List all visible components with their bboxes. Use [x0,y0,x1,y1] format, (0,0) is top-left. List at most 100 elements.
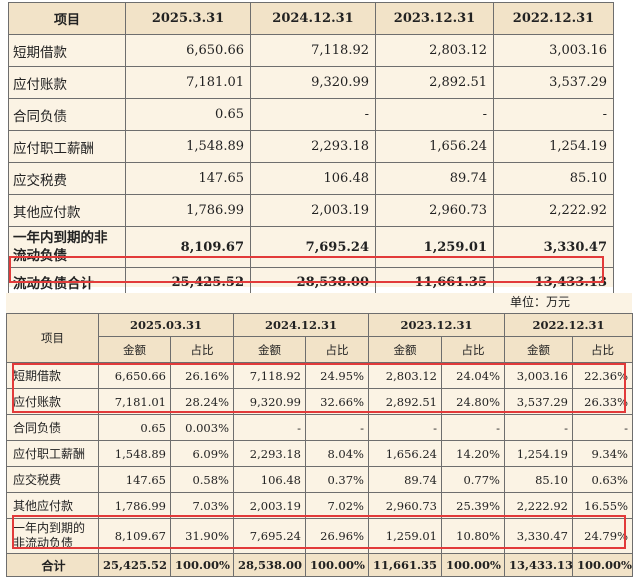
header-ratio: 占比 [441,336,505,363]
top-header-date: 2022.12.31 [493,2,614,35]
cell-amount: 13,433.13 [504,553,573,577]
cell-amount: 11,661.35 [368,553,442,577]
bottom-liabilities-table: 项目 2025.03.31 2024.12.31 2023.12.31 2022… [6,313,633,577]
cell-amount: 2,003.19 [233,492,306,519]
cell-amount: 1,259.01 [368,518,442,554]
header-year: 2023.12.31 [368,313,505,337]
cell-amount: 2,293.18 [233,440,306,467]
cell-amount: 1,548.89 [98,440,171,467]
cell-amount: 106.48 [233,466,306,493]
cell-value: 7,695.24 [250,226,376,268]
cell-ratio: 26.96% [305,518,369,554]
table-row: 其他应付款 1,786.99 2,003.19 2,960.73 2,222.9… [8,194,614,227]
table-row: 合同负债 0.65 0.003% - - - - - - [6,414,633,441]
cell-ratio: - [305,414,369,441]
cell-amount: 2,222.92 [504,492,573,519]
table-row: 短期借款 6,650.66 26.16% 7,118.92 24.95% 2,803.12… [6,362,633,389]
cell-value: 2,293.18 [250,130,376,163]
cell-ratio: 100.00% [572,553,633,577]
cell-ratio: 25.39% [441,492,505,519]
row-label: 应交税费 [6,466,99,493]
row-label: 合计 [6,553,99,577]
cell-value: 1,254.19 [493,130,614,163]
cell-amount: 28,538.00 [233,553,306,577]
row-label: 应交税费 [8,162,126,195]
header-year: 2025.03.31 [98,313,234,337]
cell-ratio: 0.58% [170,466,234,493]
cell-ratio: 24.79% [572,518,633,554]
cell-value: 2,222.92 [493,194,614,227]
cell-value: 106.48 [250,162,376,195]
cell-value: 7,181.01 [125,66,251,99]
top-header-date: 2023.12.31 [375,2,494,35]
cell-value: 1,656.24 [375,130,494,163]
table-row: 一年内到期的非流动负债 8,109.67 7,695.24 1,259.01 3… [8,226,614,268]
cell-amount: - [368,414,442,441]
header-amount: 金额 [368,336,442,363]
cell-amount: 3,003.16 [504,362,573,389]
table-row: 应付职工薪酬 1,548.89 6.09% 2,293.18 8.04% 1,656.24… [6,440,633,467]
cell-ratio: 8.04% [305,440,369,467]
table-row: 应付职工薪酬 1,548.89 2,293.18 1,656.24 1,254.… [8,130,614,163]
cell-value: 85.10 [493,162,614,195]
table-row: 应交税费 147.65 0.58% 106.48 0.37% 89.74 0.77% 85.1… [6,466,633,493]
year-header-row: 项目 2025.03.31 2024.12.31 2023.12.31 2022… [6,313,633,363]
top-table-panel: 项目 2025.3.31 2024.12.31 2023.12.31 2022.… [8,2,614,297]
cell-value: - [375,98,494,131]
cell-ratio: 9.34% [572,440,633,467]
table-row: 短期借款 6,650.66 7,118.92 2,803.12 3,003.16 [8,34,614,67]
cell-ratio: 24.95% [305,362,369,389]
cell-amount: - [504,414,573,441]
row-label: 应付账款 [6,388,99,415]
cell-ratio: 26.16% [170,362,234,389]
row-label: 一年内到期的非流动负债 [8,226,126,268]
cell-value: 89.74 [375,162,494,195]
top-header-item: 项目 [8,2,126,35]
unit-label: 单位：万元 [509,295,570,309]
cell-ratio: 16.55% [572,492,633,519]
cell-ratio: 0.003% [170,414,234,441]
cell-ratio: 22.36% [572,362,633,389]
cell-value: 6,650.66 [125,34,251,67]
row-label: 应付职工薪酬 [6,440,99,467]
header-year: 2022.12.31 [504,313,633,337]
row-label: 一年内到期的非流动负债 [6,518,99,554]
cell-value: 2,892.51 [375,66,494,99]
cell-value: 147.65 [125,162,251,195]
cell-ratio: - [572,414,633,441]
table-row: 一年内到期的非流动负债 8,109.67 31.90% 7,695.24 26.96% 1… [6,518,633,554]
cell-amount: 85.10 [504,466,573,493]
row-label: 短期借款 [6,362,99,389]
cell-amount: 6,650.66 [98,362,171,389]
cell-value: 2,803.12 [375,34,494,67]
cell-ratio: 100.00% [170,553,234,577]
cell-value: 7,118.92 [250,34,376,67]
cell-amount: 3,537.29 [504,388,573,415]
table-row: 合同负债 0.65 - - - [8,98,614,131]
header-amount: 金额 [233,336,306,363]
cell-amount: 89.74 [368,466,442,493]
row-label: 其他应付款 [8,194,126,227]
top-header-date: 2024.12.31 [250,2,376,35]
cell-value: 0.65 [125,98,251,131]
header-year: 2024.12.31 [233,313,369,337]
cell-amount: 147.65 [98,466,171,493]
cell-value: - [493,98,614,131]
cell-value: 2,003.19 [250,194,376,227]
cell-ratio: 100.00% [305,553,369,577]
cell-ratio: 100.00% [441,553,505,577]
row-label: 应付职工薪酬 [8,130,126,163]
cell-amount: 3,330.47 [504,518,573,554]
cell-amount: 2,803.12 [368,362,442,389]
cell-value: 1,259.01 [375,226,494,268]
table-row: 应付账款 7,181.01 9,320.99 2,892.51 3,537.29 [8,66,614,99]
cell-amount: 7,118.92 [233,362,306,389]
header-amount: 金额 [98,336,171,363]
header-item: 项目 [6,313,99,363]
bottom-table-panel: 单位：万元 项目 2025.03.31 2024.12.31 2023.12.3… [6,293,633,577]
cell-value: - [250,98,376,131]
cell-ratio: 0.63% [572,466,633,493]
cell-amount: 0.65 [98,414,171,441]
cell-ratio: 6.09% [170,440,234,467]
cell-amount: 7,695.24 [233,518,306,554]
